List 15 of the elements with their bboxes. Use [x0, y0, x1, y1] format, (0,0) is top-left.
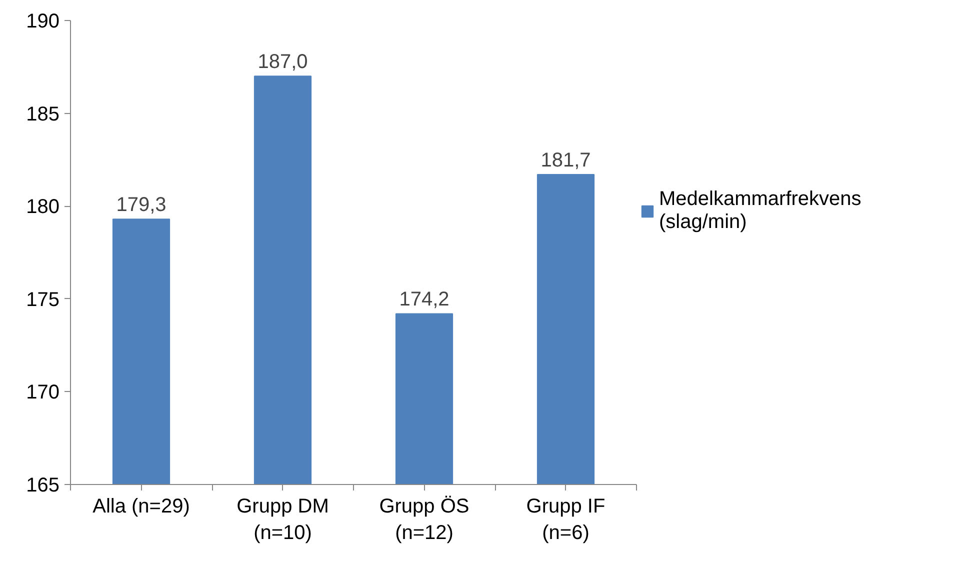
- data-label: 174,2: [399, 288, 450, 311]
- x-tick-label: Grupp IF (n=6): [526, 496, 606, 544]
- y-tick-label: 180: [26, 196, 60, 218]
- y-tick-label: 185: [26, 103, 60, 126]
- data-label: 187,0: [258, 51, 308, 74]
- y-tick-label: 165: [26, 474, 60, 496]
- y-tick-label: 190: [26, 10, 60, 32]
- data-label: 181,7: [540, 150, 591, 172]
- x-tick-label: Grupp ÖS (n=12): [379, 496, 470, 544]
- data-label: 179,3: [116, 194, 166, 216]
- y-tick-label: 175: [26, 288, 60, 311]
- x-tick-label: Grupp DM (n=10): [236, 496, 329, 544]
- y-tick-label: 170: [26, 382, 60, 404]
- x-tick-label: Alla (n=29): [92, 496, 190, 518]
- legend-label: Medelkammarfrekvens (slag/min): [659, 188, 862, 234]
